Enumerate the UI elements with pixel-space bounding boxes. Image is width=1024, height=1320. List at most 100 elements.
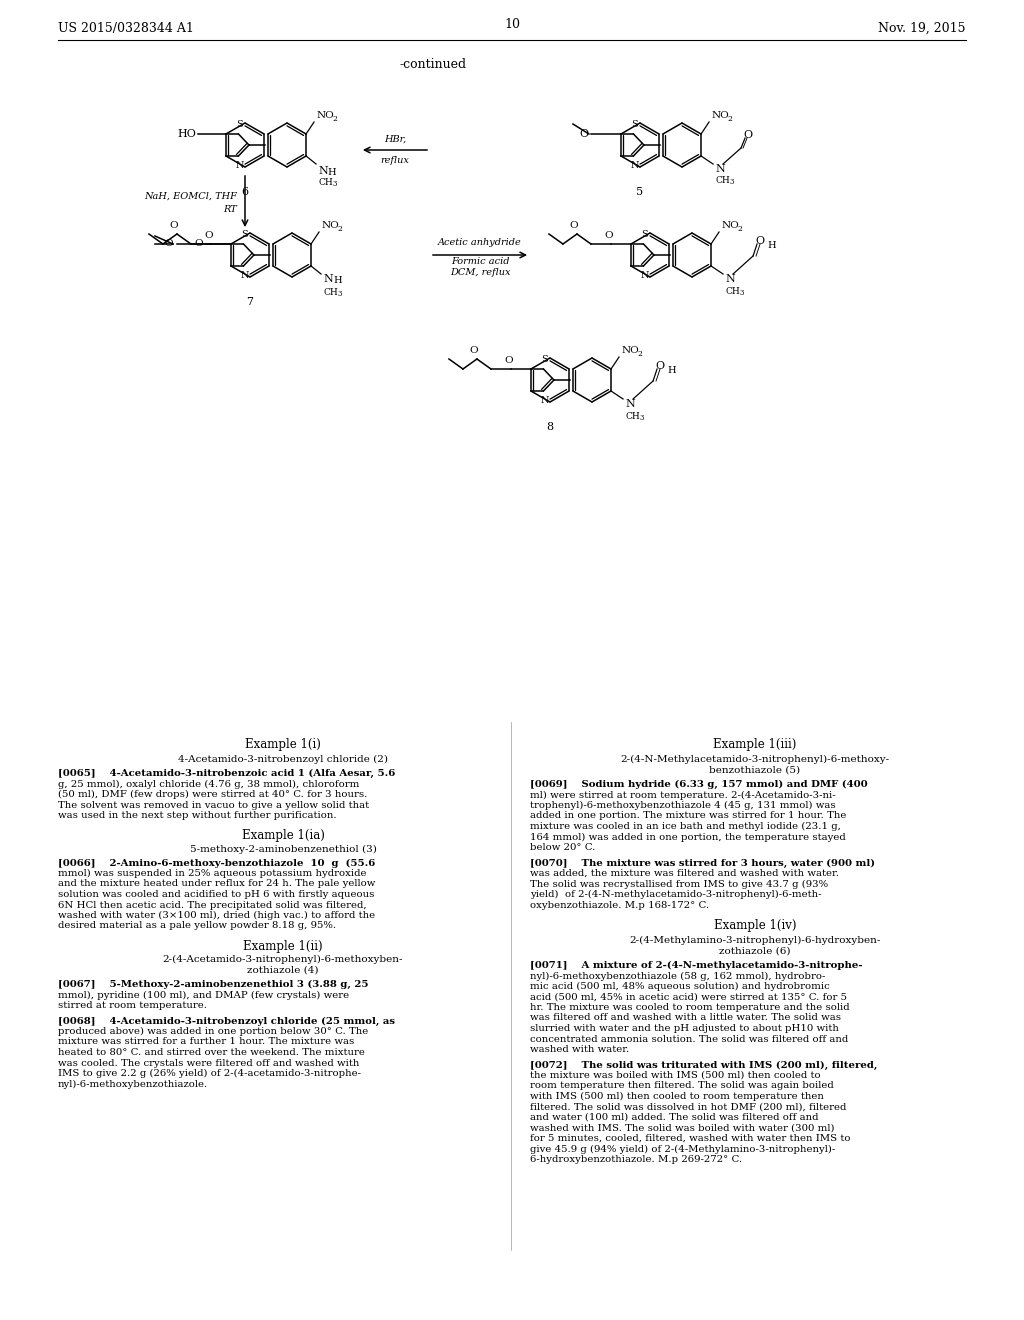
Text: g, 25 mmol), oxalyl chloride (4.76 g, 38 mmol), chloroform: g, 25 mmol), oxalyl chloride (4.76 g, 38… xyxy=(58,780,359,788)
Text: 3: 3 xyxy=(729,178,733,186)
Text: 6: 6 xyxy=(242,187,249,197)
Text: Formic acid: Formic acid xyxy=(451,257,509,267)
Text: O: O xyxy=(604,231,613,240)
Text: [0070]    The mixture was stirred for 3 hours, water (900 ml): [0070] The mixture was stirred for 3 hou… xyxy=(530,858,876,867)
Text: NO: NO xyxy=(621,346,639,355)
Text: H: H xyxy=(667,366,676,375)
Text: O: O xyxy=(205,231,213,240)
Text: nyl)-6-methoxybenzothiazole.: nyl)-6-methoxybenzothiazole. xyxy=(58,1080,208,1089)
Text: acid (500 ml, 45% in acetic acid) were stirred at 135° C. for 5: acid (500 ml, 45% in acetic acid) were s… xyxy=(530,993,847,1002)
Text: stirred at room temperature.: stirred at room temperature. xyxy=(58,1001,207,1010)
Text: Example 1(ii): Example 1(ii) xyxy=(243,940,323,953)
Text: O: O xyxy=(580,129,589,139)
Text: O: O xyxy=(195,239,203,248)
Text: RT: RT xyxy=(223,205,237,214)
Text: produced above) was added in one portion below 30° C. The: produced above) was added in one portion… xyxy=(58,1027,369,1036)
Text: CH: CH xyxy=(318,178,333,187)
Text: oxybenzothiazole. M.p 168-172° C.: oxybenzothiazole. M.p 168-172° C. xyxy=(530,900,710,909)
Text: O: O xyxy=(505,356,513,366)
Text: mic acid (500 ml, 48% aqueous solution) and hydrobromic: mic acid (500 ml, 48% aqueous solution) … xyxy=(530,982,829,991)
Text: slurried with water and the pH adjusted to about pH10 with: slurried with water and the pH adjusted … xyxy=(530,1024,839,1034)
Text: was filtered off and washed with a little water. The solid was: was filtered off and washed with a littl… xyxy=(530,1014,841,1023)
Text: S: S xyxy=(641,230,648,239)
Text: O: O xyxy=(743,129,753,140)
Text: 5-methoxy-2-aminobenzenethiol (3): 5-methoxy-2-aminobenzenethiol (3) xyxy=(189,845,377,854)
Text: 3: 3 xyxy=(337,290,341,298)
Text: O: O xyxy=(470,346,478,355)
Text: hr. The mixture was cooled to room temperature and the solid: hr. The mixture was cooled to room tempe… xyxy=(530,1003,850,1012)
Text: IMS to give 2.2 g (26% yield) of 2-(4-acetamido-3-nitrophe-: IMS to give 2.2 g (26% yield) of 2-(4-ac… xyxy=(58,1069,361,1078)
Text: reflux: reflux xyxy=(381,156,410,165)
Text: DCM, reflux: DCM, reflux xyxy=(450,268,510,277)
Text: O: O xyxy=(164,239,173,248)
Text: filtered. The solid was dissolved in hot DMF (200 ml), filtered: filtered. The solid was dissolved in hot… xyxy=(530,1102,847,1111)
Text: N: N xyxy=(625,399,635,409)
Text: room temperature then filtered. The solid was again boiled: room temperature then filtered. The soli… xyxy=(530,1081,834,1090)
Text: mmol) was suspended in 25% aqueous potassium hydroxide: mmol) was suspended in 25% aqueous potas… xyxy=(58,869,367,878)
Text: CH: CH xyxy=(725,286,739,296)
Text: NaH, EOMCl, THF: NaH, EOMCl, THF xyxy=(144,191,237,201)
Text: O: O xyxy=(755,236,764,246)
Text: mixture was cooled in an ice bath and methyl iodide (23.1 g,: mixture was cooled in an ice bath and me… xyxy=(530,822,841,832)
Text: ml) were stirred at room temperature. 2-(4-Acetamido-3-ni-: ml) were stirred at room temperature. 2-… xyxy=(530,791,836,800)
Text: Example 1(iv): Example 1(iv) xyxy=(714,919,797,932)
Text: N: N xyxy=(541,396,549,405)
Text: 2: 2 xyxy=(332,115,337,123)
Text: 8: 8 xyxy=(547,422,554,432)
Text: NO: NO xyxy=(711,111,729,120)
Text: and the mixture heated under reflux for 24 h. The pale yellow: and the mixture heated under reflux for … xyxy=(58,879,376,888)
Text: Example 1(iii): Example 1(iii) xyxy=(714,738,797,751)
Text: 164 mmol) was added in one portion, the temperature stayed: 164 mmol) was added in one portion, the … xyxy=(530,833,846,842)
Text: was used in the next step without further purification.: was used in the next step without furthe… xyxy=(58,810,337,820)
Text: 2-(4-Acetamido-3-nitrophenyl)-6-methoxyben-: 2-(4-Acetamido-3-nitrophenyl)-6-methoxyb… xyxy=(163,954,403,964)
Text: 2-(4-N-Methylacetamido-3-nitrophenyl)-6-methoxy-: 2-(4-N-Methylacetamido-3-nitrophenyl)-6-… xyxy=(621,755,890,764)
Text: mmol), pyridine (100 ml), and DMAP (few crystals) were: mmol), pyridine (100 ml), and DMAP (few … xyxy=(58,990,349,999)
Text: 2-(4-Methylamino-3-nitrophenyl)-6-hydroxyben-: 2-(4-Methylamino-3-nitrophenyl)-6-hydrox… xyxy=(630,936,881,945)
Text: 6N HCl then acetic acid. The precipitated solid was filtered,: 6N HCl then acetic acid. The precipitate… xyxy=(58,900,367,909)
Text: below 20° C.: below 20° C. xyxy=(530,843,595,851)
Text: HO: HO xyxy=(177,129,196,139)
Text: 3: 3 xyxy=(639,414,643,422)
Text: 3: 3 xyxy=(739,289,743,297)
Text: benzothiazole (5): benzothiazole (5) xyxy=(710,766,801,775)
Text: -continued: -continued xyxy=(400,58,467,71)
Text: washed with IMS. The solid was boiled with water (300 ml): washed with IMS. The solid was boiled wi… xyxy=(530,1123,835,1133)
Text: CH: CH xyxy=(715,176,730,185)
Text: N: N xyxy=(323,275,333,284)
Text: was added, the mixture was filtered and washed with water.: was added, the mixture was filtered and … xyxy=(530,869,839,878)
Text: added in one portion. The mixture was stirred for 1 hour. The: added in one portion. The mixture was st… xyxy=(530,812,847,821)
Text: [0068]    4-Acetamido-3-nitrobenzoyl chloride (25 mmol, as: [0068] 4-Acetamido-3-nitrobenzoyl chlori… xyxy=(58,1016,395,1026)
Text: 7: 7 xyxy=(247,297,254,308)
Text: [0072]    The solid was triturated with IMS (200 ml), filtered,: [0072] The solid was triturated with IMS… xyxy=(530,1060,878,1069)
Text: desired material as a pale yellow powder 8.18 g, 95%.: desired material as a pale yellow powder… xyxy=(58,921,336,931)
Text: N: N xyxy=(236,161,244,170)
Text: 2: 2 xyxy=(337,224,342,234)
Text: NO: NO xyxy=(721,220,738,230)
Text: 2: 2 xyxy=(737,224,742,234)
Text: Example 1(i): Example 1(i) xyxy=(245,738,321,751)
Text: H: H xyxy=(767,242,775,249)
Text: O: O xyxy=(655,360,665,371)
Text: and water (100 ml) added. The solid was filtered off and: and water (100 ml) added. The solid was … xyxy=(530,1113,818,1122)
Text: zothiazole (6): zothiazole (6) xyxy=(719,946,791,956)
Text: S: S xyxy=(241,230,248,239)
Text: Acetic anhydride: Acetic anhydride xyxy=(438,238,522,247)
Text: HBr,: HBr, xyxy=(384,135,407,144)
Text: with IMS (500 ml) then cooled to room temperature then: with IMS (500 ml) then cooled to room te… xyxy=(530,1092,824,1101)
Text: H: H xyxy=(333,276,342,285)
Text: Nov. 19, 2015: Nov. 19, 2015 xyxy=(879,22,966,36)
Text: 2: 2 xyxy=(637,350,642,358)
Text: N: N xyxy=(715,164,725,174)
Text: The solid was recrystallised from IMS to give 43.7 g (93%: The solid was recrystallised from IMS to… xyxy=(530,879,828,888)
Text: solution was cooled and acidified to pH 6 with firstly aqueous: solution was cooled and acidified to pH … xyxy=(58,890,375,899)
Text: S: S xyxy=(541,355,548,364)
Text: nyl)-6-methoxybenzothiazole (58 g, 162 mmol), hydrobro-: nyl)-6-methoxybenzothiazole (58 g, 162 m… xyxy=(530,972,825,981)
Text: US 2015/0328344 A1: US 2015/0328344 A1 xyxy=(58,22,194,36)
Text: 3: 3 xyxy=(332,180,337,187)
Text: [0071]    A mixture of 2-(4-N-methylacetamido-3-nitrophe-: [0071] A mixture of 2-(4-N-methylacetami… xyxy=(530,961,862,970)
Text: give 45.9 g (94% yield) of 2-(4-Methylamino-3-nitrophenyl)-: give 45.9 g (94% yield) of 2-(4-Methylam… xyxy=(530,1144,836,1154)
Text: 10: 10 xyxy=(504,18,520,30)
Text: 5: 5 xyxy=(637,187,643,197)
Text: H: H xyxy=(327,168,336,177)
Text: N: N xyxy=(241,271,249,280)
